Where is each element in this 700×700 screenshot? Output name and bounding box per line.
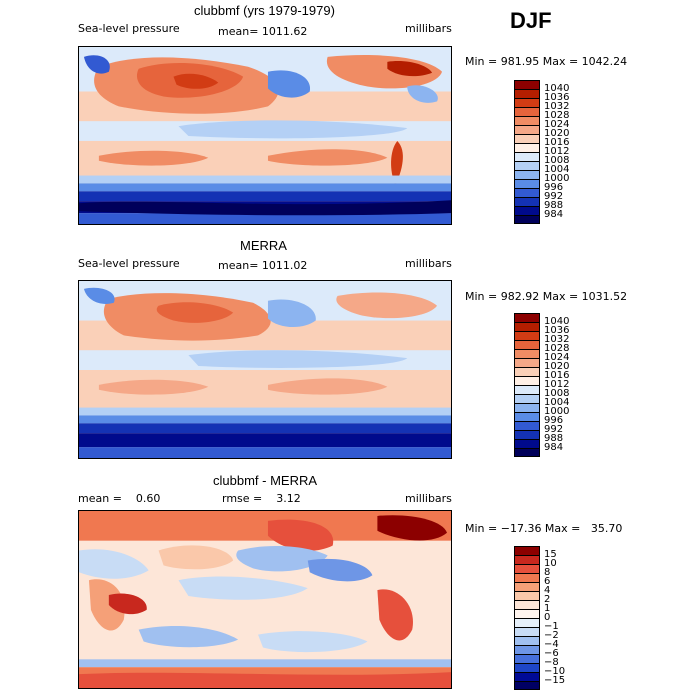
panel-3-cb-label: −2 — [544, 630, 559, 641]
panel-1-center-label: mean= 1011.62 — [218, 25, 308, 38]
panel-1-cb-label: 1024 — [544, 119, 570, 130]
panel-3-cb-label: 6 — [544, 576, 551, 587]
panel-1-cb-label: 1028 — [544, 110, 570, 121]
panel-1-right-label: millibars — [405, 22, 452, 35]
panel-2-cb-label: 1016 — [544, 370, 570, 381]
panel-3-cb-label: 0 — [544, 612, 551, 623]
panel-2-center-label: mean= 1011.02 — [218, 259, 308, 272]
panel-1-cb-label: 1000 — [544, 173, 570, 184]
panel-2-colorbar — [514, 313, 540, 457]
panel-1-cb-label: 1020 — [544, 128, 570, 139]
panel-1-map — [78, 46, 452, 225]
panel-2-cb-label: 984 — [544, 442, 564, 453]
panel-2-cb-label: 1008 — [544, 388, 570, 399]
panel-3-cb-label: −1 — [544, 621, 559, 632]
panel-3-cb-label: −4 — [544, 639, 559, 650]
panel-2-cb-label: 996 — [544, 415, 564, 426]
panel-1-cb-label: 996 — [544, 182, 564, 193]
panel-1-cb-label: 1012 — [544, 146, 570, 157]
panel-2-cb-label: 1036 — [544, 325, 570, 336]
panel-3-cb-label: 4 — [544, 585, 551, 596]
panel-3-cb-label: 2 — [544, 594, 551, 605]
panel-1-cb-label: 1004 — [544, 164, 570, 175]
panel-3-cb-label: 1 — [544, 603, 551, 614]
panel-3-cb-label: 8 — [544, 567, 551, 578]
panel-1-cb-label: 1040 — [544, 83, 570, 94]
panel-1-cb-label: 1008 — [544, 155, 570, 166]
panel-3-cb-label: −8 — [544, 657, 559, 668]
panel-2-map — [78, 280, 452, 459]
panel-2-right-label: millibars — [405, 257, 452, 270]
panel-1-cb-label: 992 — [544, 191, 564, 202]
panel-2-cb-label: 1032 — [544, 334, 570, 345]
panel-1-cb-label: 988 — [544, 200, 564, 211]
panel-2-cb-label: 1020 — [544, 361, 570, 372]
panel-2-cb-label: 988 — [544, 433, 564, 444]
panel-2-cb-label: 1012 — [544, 379, 570, 390]
panel-3-cb-label: −6 — [544, 648, 559, 659]
panel-1-colorbar — [514, 80, 540, 224]
panel-3-title: clubbmf - MERRA — [213, 473, 318, 488]
panel-1-cb-label: 1016 — [544, 137, 570, 148]
season-label: DJF — [510, 8, 552, 33]
panel-3-center-label: rmse = 3.12 — [222, 492, 301, 505]
panel-2-cb-label: 1028 — [544, 343, 570, 354]
panel-3-colorbar — [514, 546, 540, 690]
panel-1-cb-label: 984 — [544, 209, 564, 220]
panel-2-cb-label: 1040 — [544, 316, 570, 327]
panel-1-title: clubbmf (yrs 1979-1979) — [194, 3, 335, 18]
panel-3-left-label: mean = 0.60 — [78, 492, 161, 505]
panel-3-right-label: millibars — [405, 492, 452, 505]
panel-3-map — [78, 510, 452, 689]
panel-3-cb-label: −15 — [544, 675, 566, 686]
panel-2-minmax: Min = 982.92 Max = 1031.52 — [465, 290, 628, 303]
panel-2-cb-label: 1000 — [544, 406, 570, 417]
panel-1-cb-label: 1036 — [544, 92, 570, 103]
panel-3-cb-label: 15 — [544, 549, 557, 560]
panel-2-cb-label: 992 — [544, 424, 564, 435]
panel-1-left-label: Sea-level pressure — [78, 22, 180, 35]
panel-3-cb-label: −10 — [544, 666, 566, 677]
panel-3-cb-label: 10 — [544, 558, 557, 569]
panel-2-left-label: Sea-level pressure — [78, 257, 180, 270]
panel-3-minmax: Min = −17.36 Max = 35.70 — [465, 522, 623, 535]
panel-1-minmax: Min = 981.95 Max = 1042.24 — [465, 55, 628, 68]
panel-2-cb-label: 1024 — [544, 352, 570, 363]
panel-2-title: MERRA — [240, 238, 287, 253]
panel-2-cb-label: 1004 — [544, 397, 570, 408]
panel-1-cb-label: 1032 — [544, 101, 570, 112]
